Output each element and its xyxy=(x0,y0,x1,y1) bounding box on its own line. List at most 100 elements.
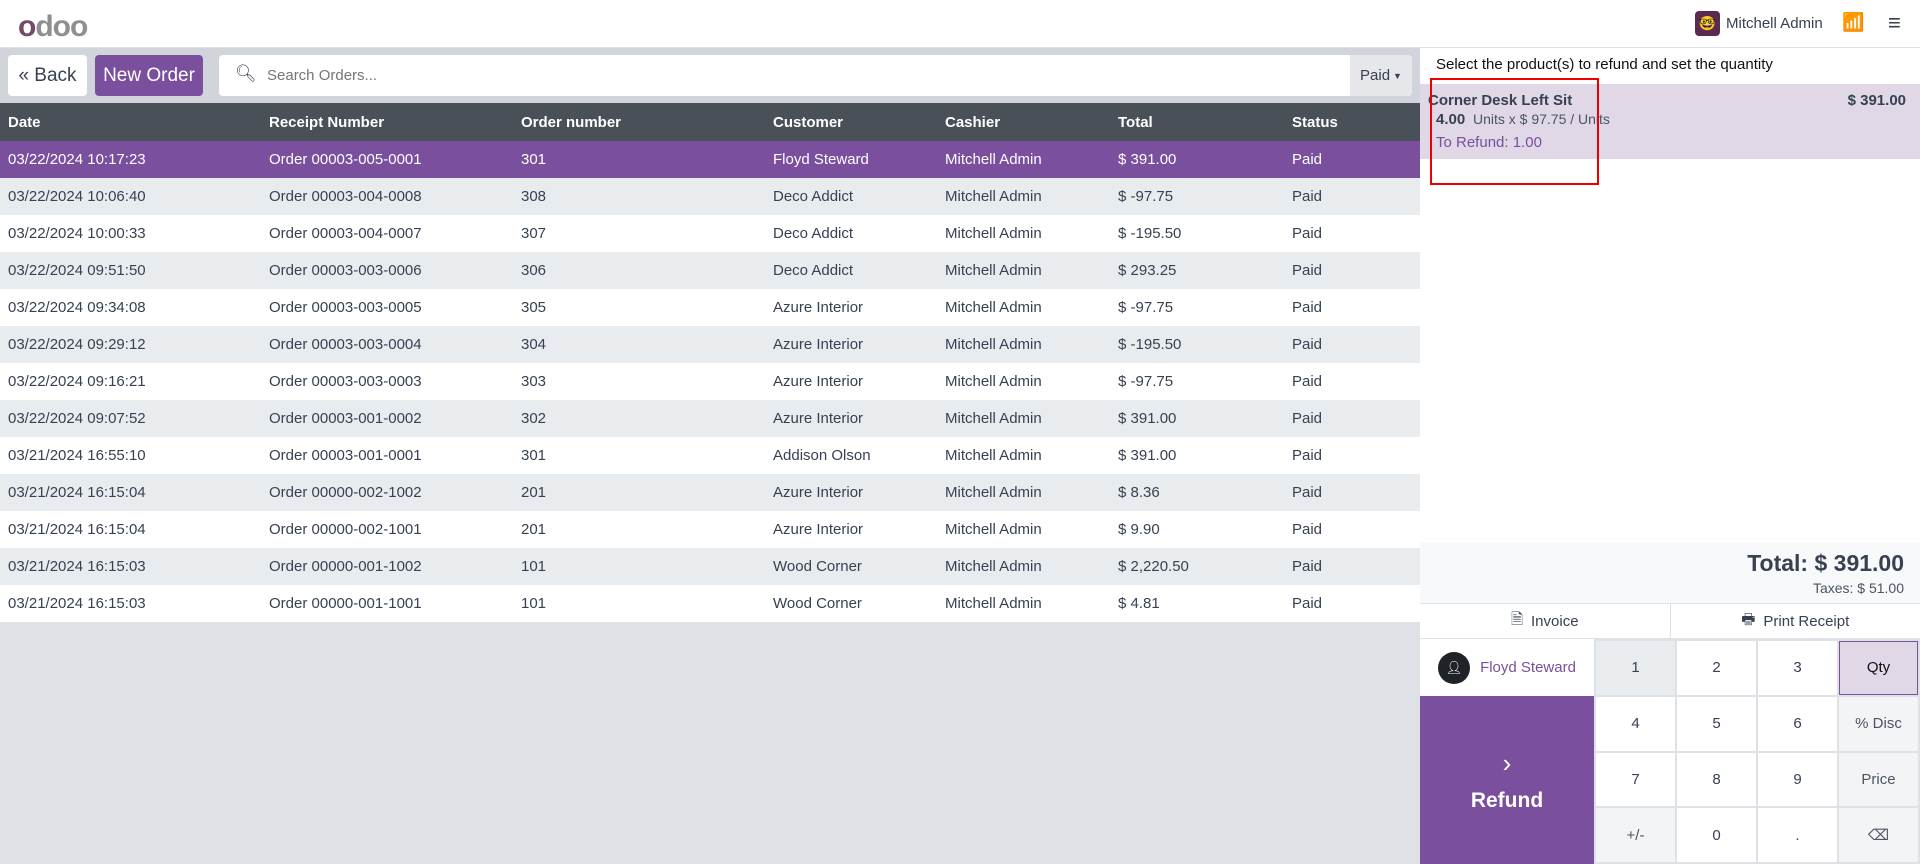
filter-dropdown[interactable]: Paid ▼ xyxy=(1350,55,1412,96)
cell-receipt-number: Order 00003-005-0001 xyxy=(261,141,513,178)
caret-down-icon: ▼ xyxy=(1393,70,1402,81)
cell-date: 03/22/2024 10:06:40 xyxy=(0,178,261,215)
cell-status: Paid xyxy=(1284,326,1420,363)
customer-button[interactable]: 👤︎ Floyd Steward xyxy=(1420,639,1594,696)
numpad-key[interactable]: 7 xyxy=(1596,752,1675,807)
cell-order-number: 101 xyxy=(513,548,765,585)
invoice-button[interactable]: 🗎 Invoice xyxy=(1420,604,1670,638)
cell-status: Paid xyxy=(1284,178,1420,215)
cell-order-number: 301 xyxy=(513,437,765,474)
numpad-key[interactable]: 3 xyxy=(1758,641,1837,695)
cell-order-number: 301 xyxy=(513,141,765,178)
cell-receipt-number: Order 00003-003-0005 xyxy=(261,289,513,326)
numpad-key[interactable]: % Disc xyxy=(1839,696,1918,751)
search-icon: 🔍︎ xyxy=(235,64,257,83)
cell-status: Paid xyxy=(1284,474,1420,511)
table-row[interactable]: 03/22/2024 10:06:40 Order 00003-004-0008 3… xyxy=(0,178,1420,215)
cell-date: 03/22/2024 09:16:21 xyxy=(0,363,261,400)
numpad-key[interactable]: 6 xyxy=(1758,696,1837,751)
new-order-button[interactable]: New Order xyxy=(95,55,203,96)
cell-total: $ -97.75 xyxy=(1110,289,1284,326)
cell-date: 03/21/2024 16:15:04 xyxy=(0,511,261,548)
total: Total: $ 391.00 xyxy=(1747,550,1904,576)
cell-total: $ 2,220.50 xyxy=(1110,548,1284,585)
table-row[interactable]: 03/22/2024 10:00:33 Order 00003-004-0007 3… xyxy=(0,215,1420,252)
numpad-key[interactable]: 2 xyxy=(1677,641,1756,695)
line-quantity: 4.00 Units x $ 97.75 / Units xyxy=(1436,111,1610,128)
cell-order-number: 302 xyxy=(513,400,765,437)
table-row[interactable]: 03/21/2024 16:15:03 Order 00000-001-1002 1… xyxy=(0,548,1420,585)
cell-date: 03/22/2024 10:00:33 xyxy=(0,215,261,252)
user-icon: 👤︎ xyxy=(1438,651,1471,684)
cell-customer: Floyd Steward xyxy=(765,141,937,178)
numpad-key[interactable]: 1 xyxy=(1596,641,1675,695)
table-row[interactable]: 03/22/2024 09:29:12 Order 00003-003-0004 3… xyxy=(0,326,1420,363)
cell-order-number: 101 xyxy=(513,585,765,622)
print-receipt-button[interactable]: 🖶 Print Receipt xyxy=(1669,604,1920,638)
refund-panel: Select the product(s) to refund and set … xyxy=(1420,48,1920,864)
cell-customer: Azure Interior xyxy=(765,326,937,363)
hamburger-menu-icon[interactable]: ≡ xyxy=(1888,10,1901,35)
cell-total: $ 391.00 xyxy=(1110,400,1284,437)
cell-date: 03/22/2024 10:17:23 xyxy=(0,141,261,178)
numpad-key[interactable]: Price xyxy=(1839,752,1918,807)
cell-receipt-number: Order 00000-001-1001 xyxy=(261,585,513,622)
numpad-key[interactable]: +/- xyxy=(1596,808,1675,862)
numpad-key[interactable]: 5 xyxy=(1677,696,1756,751)
cell-cashier: Mitchell Admin xyxy=(937,474,1110,511)
numpad-key[interactable]: . xyxy=(1758,808,1837,862)
table-row[interactable]: 03/21/2024 16:55:10 Order 00003-001-0001 3… xyxy=(0,437,1420,474)
invoice-label: Invoice xyxy=(1531,612,1579,630)
cell-date: 03/22/2024 09:51:50 xyxy=(0,252,261,289)
numpad-key[interactable]: Qty xyxy=(1839,641,1918,695)
taxes: Taxes: $ 51.00 xyxy=(1812,580,1904,596)
numpad-key[interactable]: 4 xyxy=(1596,696,1675,751)
back-button[interactable]: « Back xyxy=(8,55,87,96)
cell-cashier: Mitchell Admin xyxy=(937,252,1110,289)
cell-total: $ 391.00 xyxy=(1110,437,1284,474)
table-row[interactable]: 03/22/2024 09:51:50 Order 00003-003-0006 3… xyxy=(0,252,1420,289)
cell-receipt-number: Order 00003-001-0002 xyxy=(261,400,513,437)
search-box: 🔍︎ Paid▼ xyxy=(219,55,1412,96)
cell-order-number: 201 xyxy=(513,511,765,548)
cell-customer: Azure Interior xyxy=(765,474,937,511)
table-row[interactable]: 03/21/2024 16:15:03 Order 00000-001-1001 1… xyxy=(0,585,1420,622)
orderline[interactable]: Corner Desk Left Sit $ 391.00 4.00 Units… xyxy=(1420,84,1920,159)
table-row[interactable]: 03/22/2024 10:17:23 Order 00003-005-0001 3… xyxy=(0,141,1420,178)
refund-button[interactable]: › Refund xyxy=(1420,696,1594,864)
table-row[interactable]: 03/22/2024 09:07:52 Order 00003-001-0002 3… xyxy=(0,400,1420,437)
search-input[interactable] xyxy=(267,55,1267,96)
backspace-key[interactable]: ⌫ xyxy=(1839,808,1918,862)
cell-status: Paid xyxy=(1284,400,1420,437)
cell-cashier: Mitchell Admin xyxy=(937,548,1110,585)
table-row[interactable]: 03/22/2024 09:34:08 Order 00003-003-0005 3… xyxy=(0,289,1420,326)
avatar: 🤓 xyxy=(1695,11,1720,36)
line-price: $ 391.00 xyxy=(1847,92,1906,109)
column-header: Order number xyxy=(513,103,765,141)
cell-customer: Addison Olson xyxy=(765,437,937,474)
cell-order-number: 308 xyxy=(513,178,765,215)
filter-label: Paid xyxy=(1360,67,1391,84)
cell-status: Paid xyxy=(1284,215,1420,252)
cell-order-number: 305 xyxy=(513,289,765,326)
column-header: Date xyxy=(0,103,261,141)
chevron-right-icon: › xyxy=(1502,747,1512,778)
numpad-key[interactable]: 0 xyxy=(1677,808,1756,862)
table-row[interactable]: 03/21/2024 16:15:04 Order 00000-002-1002 2… xyxy=(0,474,1420,511)
table-row[interactable]: 03/21/2024 16:15:04 Order 00000-002-1001 2… xyxy=(0,511,1420,548)
cell-status: Paid xyxy=(1284,141,1420,178)
user-menu[interactable]: 🤓 Mitchell Admin xyxy=(1695,11,1823,36)
qty-value: 4.00 xyxy=(1436,111,1466,128)
cell-customer: Deco Addict xyxy=(765,252,937,289)
cell-customer: Wood Corner xyxy=(765,585,937,622)
cell-date: 03/21/2024 16:15:03 xyxy=(0,585,261,622)
table-row[interactable]: 03/22/2024 09:16:21 Order 00003-003-0003 3… xyxy=(0,363,1420,400)
numpad-key[interactable]: 8 xyxy=(1677,752,1756,807)
column-header: Total xyxy=(1110,103,1284,141)
cell-customer: Azure Interior xyxy=(765,511,937,548)
cell-cashier: Mitchell Admin xyxy=(937,289,1110,326)
cell-status: Paid xyxy=(1284,511,1420,548)
column-header: Customer xyxy=(765,103,937,141)
numpad-key[interactable]: 9 xyxy=(1758,752,1837,807)
